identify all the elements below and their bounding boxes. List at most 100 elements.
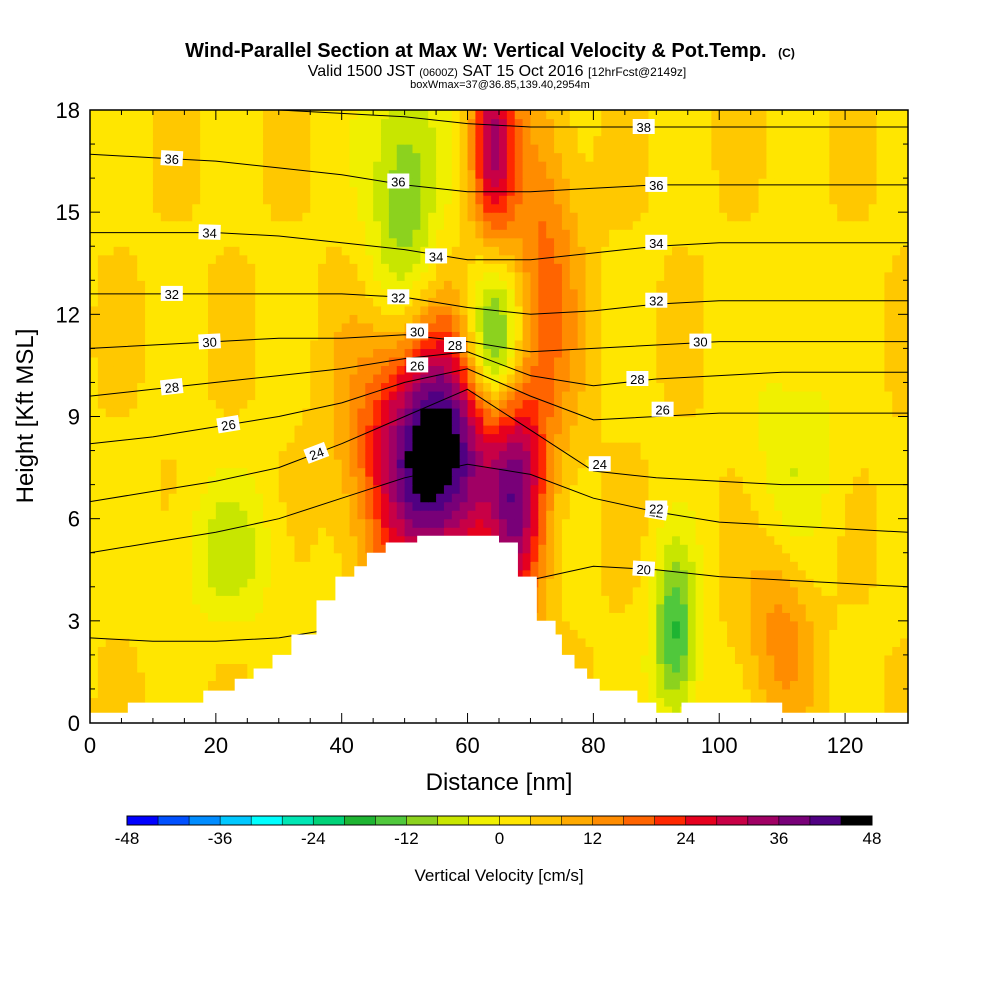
velocity-cell xyxy=(569,459,579,469)
velocity-cell xyxy=(333,467,343,477)
velocity-cell xyxy=(750,399,760,409)
velocity-cell xyxy=(601,663,610,673)
velocity-cell xyxy=(813,382,823,392)
velocity-cell xyxy=(609,356,618,367)
velocity-cell xyxy=(530,416,539,426)
velocity-cell xyxy=(538,459,547,469)
velocity-cell xyxy=(168,663,178,673)
velocity-cell xyxy=(687,561,697,571)
velocity-cell xyxy=(837,535,846,545)
velocity-cell xyxy=(121,586,130,596)
velocity-cell xyxy=(577,467,587,477)
velocity-cell xyxy=(176,314,185,324)
velocity-cell xyxy=(687,390,697,401)
velocity-cell xyxy=(616,552,626,562)
velocity-cell xyxy=(719,544,728,554)
velocity-cell xyxy=(609,425,618,435)
velocity-cell xyxy=(145,637,154,647)
velocity-cell xyxy=(459,467,469,477)
velocity-cell xyxy=(640,680,650,690)
velocity-cell xyxy=(554,433,563,443)
velocity-cell xyxy=(467,501,477,511)
velocity-cell xyxy=(845,425,854,435)
velocity-cell xyxy=(797,569,807,579)
velocity-cell xyxy=(152,390,162,401)
velocity-cell xyxy=(703,561,712,571)
velocity-cell xyxy=(349,442,359,452)
velocity-cell xyxy=(727,339,736,349)
velocity-cell xyxy=(821,595,830,605)
velocity-cell xyxy=(664,552,673,562)
velocity-cell xyxy=(451,493,461,503)
velocity-cell xyxy=(318,595,327,605)
velocity-cell xyxy=(239,493,248,503)
velocity-cell xyxy=(734,552,744,562)
velocity-cell xyxy=(152,442,162,452)
velocity-cell xyxy=(200,654,209,664)
velocity-cell xyxy=(561,322,571,332)
velocity-cell xyxy=(884,544,893,554)
velocity-cell xyxy=(168,339,178,349)
velocity-cell xyxy=(404,416,414,426)
velocity-cell xyxy=(184,510,193,520)
velocity-cell xyxy=(506,510,516,520)
velocity-cell xyxy=(609,322,618,332)
velocity-cell xyxy=(648,646,657,656)
velocity-cell xyxy=(499,484,508,494)
velocity-cell xyxy=(687,552,697,562)
velocity-cell xyxy=(624,450,634,460)
velocity-cell xyxy=(137,629,146,639)
velocity-cell xyxy=(192,493,201,503)
velocity-cell xyxy=(679,510,689,520)
velocity-cell xyxy=(664,501,673,511)
velocity-cell xyxy=(404,450,414,460)
velocity-cell xyxy=(223,518,233,528)
velocity-cell xyxy=(860,620,870,630)
velocity-cell xyxy=(538,586,547,596)
velocity-cell xyxy=(302,416,311,426)
velocity-cell xyxy=(860,339,870,349)
velocity-cell xyxy=(538,356,547,367)
velocity-cell xyxy=(900,535,908,545)
velocity-cell xyxy=(711,646,720,656)
velocity-cell xyxy=(152,595,162,605)
velocity-cell xyxy=(483,467,492,477)
velocity-cell xyxy=(333,569,343,579)
velocity-cell xyxy=(868,552,878,562)
velocity-cell xyxy=(695,595,705,605)
velocity-cell xyxy=(113,637,123,647)
velocity-cell xyxy=(845,620,854,630)
velocity-cell xyxy=(105,629,115,639)
velocity-cell xyxy=(310,620,319,630)
velocity-cell xyxy=(310,399,319,409)
velocity-cell xyxy=(569,552,579,562)
velocity-cell xyxy=(160,348,170,358)
velocity-cell xyxy=(805,552,815,562)
velocity-cell xyxy=(499,476,508,486)
velocity-cell xyxy=(514,390,524,401)
velocity-cell xyxy=(160,476,170,486)
velocity-cell xyxy=(255,612,264,622)
velocity-cell xyxy=(672,595,681,605)
velocity-cell xyxy=(247,322,256,332)
velocity-cell xyxy=(522,484,532,494)
velocity-cell xyxy=(554,544,563,554)
velocity-cell xyxy=(145,535,154,545)
velocity-cell xyxy=(514,322,524,332)
velocity-cell xyxy=(200,322,209,332)
velocity-cell xyxy=(750,382,760,392)
velocity-cell xyxy=(263,425,272,435)
velocity-cell xyxy=(656,416,665,426)
velocity-cell xyxy=(530,365,539,375)
velocity-cell xyxy=(852,390,862,401)
velocity-cell xyxy=(845,433,854,443)
velocity-cell xyxy=(876,527,886,537)
velocity-cell xyxy=(719,425,728,435)
velocity-cell xyxy=(656,356,665,367)
velocity-cell xyxy=(876,373,886,384)
velocity-cell xyxy=(310,331,319,341)
velocity-cell xyxy=(160,425,170,435)
velocity-cell xyxy=(105,586,115,596)
velocity-cell xyxy=(679,688,689,699)
velocity-cell xyxy=(577,476,587,486)
